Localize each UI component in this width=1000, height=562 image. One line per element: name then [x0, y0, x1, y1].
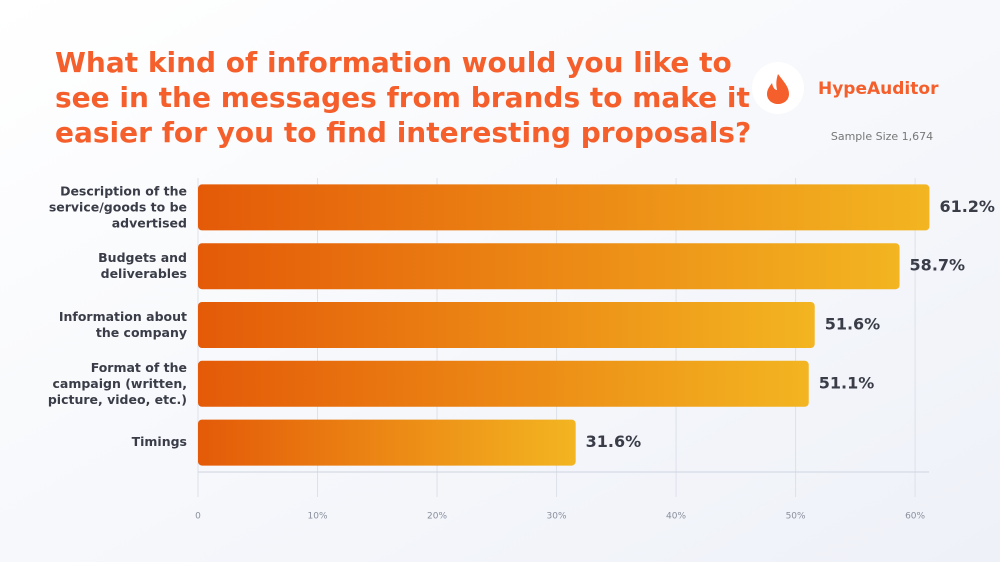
- x-tick-label: 60%: [905, 512, 925, 522]
- bar: [198, 184, 930, 231]
- x-tick-label: 50%: [786, 512, 806, 522]
- value-label: 58.7%: [910, 256, 966, 275]
- subtitle: Sample Size 1,674: [831, 130, 933, 143]
- logo-icon: [767, 74, 789, 104]
- category-label: Information about the company: [59, 309, 187, 340]
- x-tick-label: 10%: [308, 512, 328, 522]
- bar: [198, 243, 900, 290]
- chart-title: What kind of information would you like …: [55, 46, 751, 149]
- value-label: 51.1%: [819, 373, 875, 392]
- brand-name: HypeAuditor: [818, 79, 939, 99]
- category-label: Format of the campaign (written, picture, …: [48, 359, 187, 406]
- category-label: Timings: [132, 434, 187, 449]
- x-tick-label: 40%: [666, 512, 686, 522]
- value-label: 61.2%: [939, 197, 995, 216]
- x-tick-label: 30%: [547, 512, 567, 522]
- category-label: Budgets and deliverables: [98, 250, 187, 281]
- x-tick-label: 0: [195, 512, 201, 522]
- category-label: Description of the service/goods to be adv…: [49, 183, 187, 230]
- bar: [198, 360, 809, 407]
- value-label: 51.6%: [825, 315, 881, 334]
- x-tick-label: 20%: [427, 512, 447, 522]
- value-label: 31.6%: [586, 432, 642, 451]
- bar: [198, 302, 815, 348]
- bar: [198, 419, 576, 466]
